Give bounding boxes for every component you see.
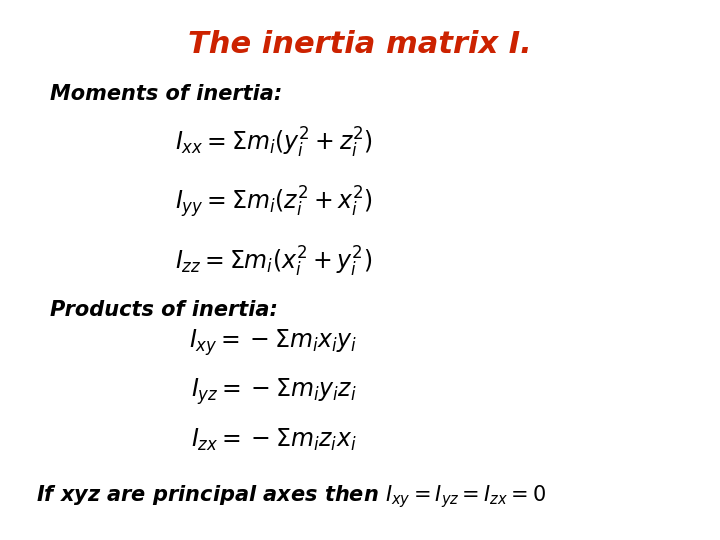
Text: $I_{xx}  =  \Sigma m_i(y_i^2 + z_i^2)$: $I_{xx} = \Sigma m_i(y_i^2 + z_i^2)$	[175, 126, 372, 160]
Text: The inertia matrix I.: The inertia matrix I.	[188, 30, 532, 59]
Text: $I_{yy}  =  \Sigma m_i(z_i^2 + x_i^2)$: $I_{yy} = \Sigma m_i(z_i^2 + x_i^2)$	[175, 185, 372, 220]
Text: If xyz are principal axes then $I_{xy} = I_{yz} = I_{zx} = 0$: If xyz are principal axes then $I_{xy} =…	[36, 483, 546, 510]
Text: Products of inertia:: Products of inertia:	[50, 300, 278, 320]
Text: Moments of inertia:: Moments of inertia:	[50, 84, 283, 104]
Text: $I_{yz}  =  - \Sigma m_i y_i z_i$: $I_{yz} = - \Sigma m_i y_i z_i$	[191, 376, 356, 407]
Text: $I_{zx}  =  - \Sigma m_i z_i x_i$: $I_{zx} = - \Sigma m_i z_i x_i$	[191, 427, 356, 453]
Text: $I_{xy}  =  - \Sigma m_i x_i y_i$: $I_{xy} = - \Sigma m_i x_i y_i$	[189, 328, 358, 358]
Text: $I_{zz}  =  \Sigma m_i(x_i^2 + y_i^2)$: $I_{zz} = \Sigma m_i(x_i^2 + y_i^2)$	[175, 245, 372, 279]
